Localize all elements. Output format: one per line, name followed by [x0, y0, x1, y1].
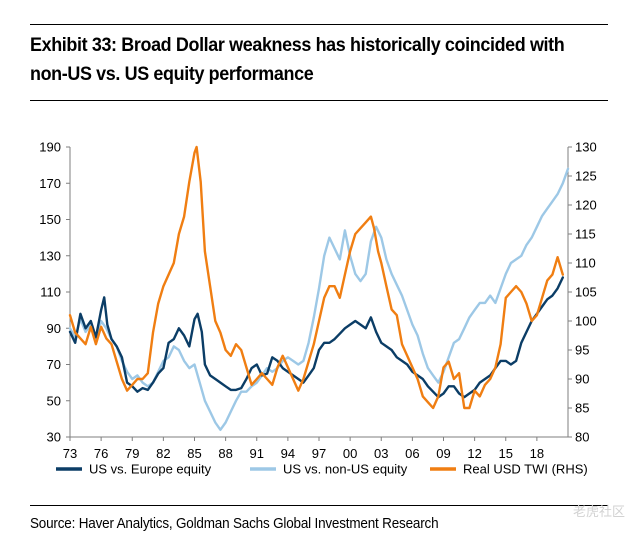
y-tick-label: 90 — [47, 321, 61, 336]
y-tick-label: 190 — [39, 140, 61, 155]
x-tick-label: 15 — [499, 446, 513, 461]
y2-tick-label: 125 — [575, 169, 597, 184]
title-rule — [30, 100, 608, 101]
y-tick-label: 150 — [39, 212, 61, 227]
watermark: 老虎社区 — [572, 504, 625, 519]
x-tick-label: 94 — [281, 446, 295, 461]
top-rule — [30, 24, 608, 25]
y2-tick-label: 100 — [575, 314, 597, 329]
legend: US vs. Europe equity US vs. non-US equity… — [56, 462, 588, 477]
y2-tick-label: 80 — [575, 430, 589, 445]
y-tick-label: 170 — [39, 176, 61, 191]
y2-tick-label: 95 — [575, 343, 589, 358]
y-tick-label: 50 — [47, 393, 61, 408]
x-tick-label: 79 — [125, 446, 139, 461]
series-group — [68, 145, 570, 431]
y2-tick-label: 85 — [575, 401, 589, 416]
y2-tick-label: 90 — [575, 372, 589, 387]
x-tick-label: 85 — [187, 446, 201, 461]
y2-tick-label: 115 — [575, 227, 596, 242]
x-tick-label: 82 — [156, 446, 170, 461]
y2-tick-label: 120 — [575, 198, 597, 213]
y-tick-label: 70 — [47, 357, 61, 372]
x-tick-label: 18 — [530, 446, 544, 461]
series-line-1 — [68, 276, 564, 399]
y-tick-label: 110 — [40, 285, 61, 300]
source-note: Source: Haver Analytics, Goldman Sachs G… — [30, 516, 439, 532]
x-tick-label: 88 — [218, 446, 232, 461]
y2-tick-label: 110 — [575, 256, 596, 271]
chart-title: Exhibit 33: Broad Dollar weakness has hi… — [30, 34, 565, 85]
legend-label: US vs. Europe equity — [89, 462, 212, 477]
x-tick-label: 00 — [343, 446, 357, 461]
legend-label: Real USD TWI (RHS) — [463, 462, 588, 477]
series-line-3 — [68, 145, 564, 410]
x-tick-label: 03 — [374, 446, 388, 461]
y2-tick-label: 105 — [575, 285, 597, 300]
legend-label: US vs. non-US equity — [283, 462, 408, 477]
x-tick-label: 97 — [312, 446, 326, 461]
x-tick-label: 91 — [250, 446, 264, 461]
bottom-rule — [30, 505, 608, 506]
x-tick-label: 73 — [63, 446, 77, 461]
x-tick-label: 76 — [94, 446, 108, 461]
x-tick-label: 09 — [436, 446, 450, 461]
x-tick-label: 12 — [467, 446, 481, 461]
y2-tick-label: 130 — [575, 140, 597, 155]
series-line-2 — [68, 167, 570, 431]
x-tick-label: 06 — [405, 446, 419, 461]
y-tick-label: 30 — [47, 430, 61, 445]
y-tick-label: 130 — [39, 248, 61, 263]
axes-group: 30 50 70 90 110 130 150 170 190 80 85 90 95 100 105 110… — [39, 140, 596, 462]
